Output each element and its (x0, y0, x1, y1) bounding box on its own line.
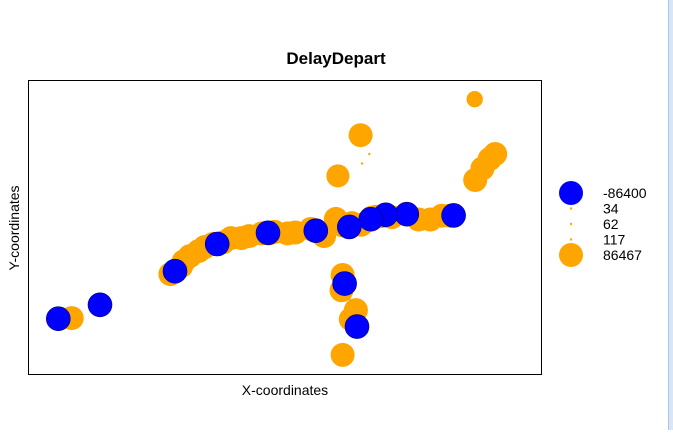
data-point (341, 353, 344, 357)
data-point (204, 231, 230, 257)
data-point (441, 203, 466, 228)
data-point (344, 314, 370, 339)
data-point (468, 188, 472, 191)
data-point (286, 232, 289, 235)
data-point (348, 298, 351, 301)
plot-points (45, 91, 508, 367)
data-point (479, 183, 482, 187)
legend-symbol (569, 207, 573, 210)
data-point (368, 152, 371, 156)
window-edge (668, 0, 673, 430)
data-point (332, 271, 357, 296)
data-point (360, 162, 364, 165)
data-point (336, 214, 362, 240)
data-point (45, 306, 71, 332)
legend-label: 62 (603, 216, 619, 232)
data-point (87, 292, 113, 318)
data-point (394, 201, 420, 227)
chart-title: DelayDepart (286, 49, 386, 68)
data-point (358, 206, 384, 232)
data-point (255, 220, 281, 246)
data-point (326, 164, 350, 188)
legend-label: -86400 (603, 185, 647, 201)
legend-symbol (569, 238, 573, 241)
legend-label: 34 (603, 201, 619, 217)
data-point (466, 91, 483, 108)
legend-label: 86467 (603, 247, 642, 263)
legend-label: 117 (603, 232, 626, 248)
window-edge-line (668, 0, 669, 430)
data-point (332, 227, 335, 231)
data-point (348, 123, 373, 148)
legend-symbol (559, 181, 583, 205)
legend-symbol (559, 243, 583, 267)
data-point (162, 258, 188, 284)
legend-symbol (569, 222, 573, 226)
data-point (333, 235, 337, 239)
x-axis-label: X-coordinates (242, 382, 328, 398)
data-point (463, 168, 488, 192)
y-axis-label: Y-coordinates (6, 185, 22, 270)
data-point (337, 264, 340, 268)
data-point (303, 218, 329, 243)
plot-area-frame (28, 80, 542, 375)
data-point (495, 152, 498, 156)
